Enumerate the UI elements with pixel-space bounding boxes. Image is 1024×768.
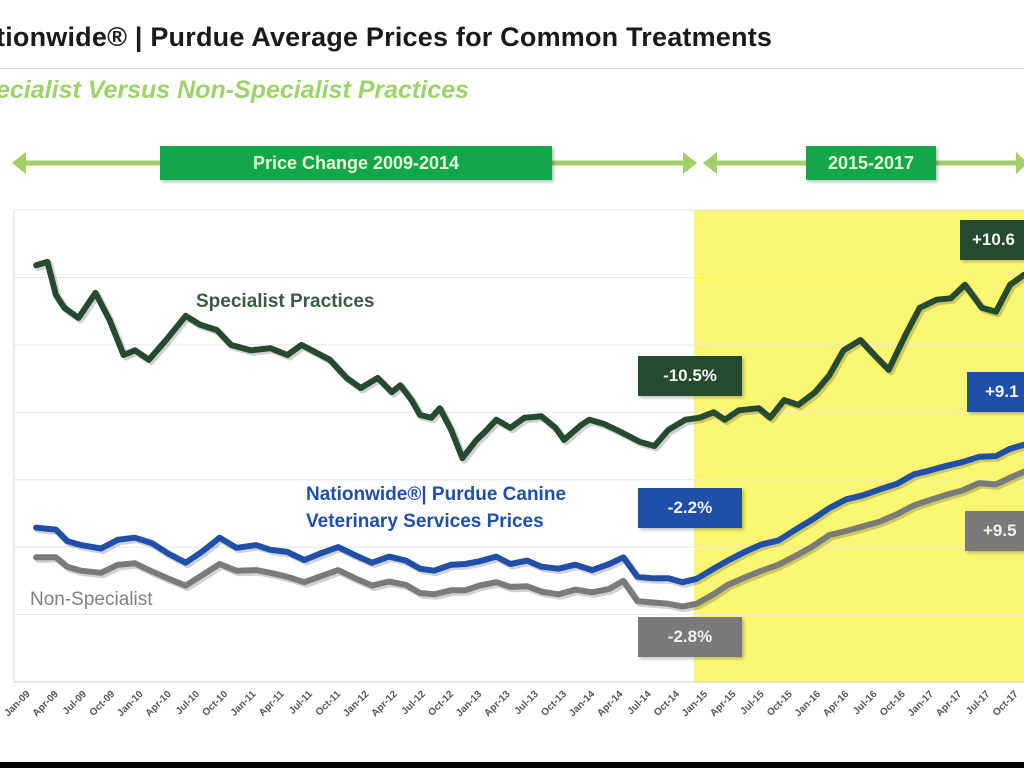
x-tick-label: Jan-11: [229, 689, 259, 719]
x-tick-label: Jul-14: [625, 689, 654, 718]
x-tick-label: Jan-09: [2, 689, 32, 719]
chart-title: tionwide® | Purdue Average Prices for Co…: [0, 22, 773, 52]
x-tick-label: Oct-15: [765, 689, 795, 719]
x-tick-label: Oct-14: [652, 689, 682, 719]
x-tick-label: Oct-12: [426, 689, 456, 719]
annotation-nationwide-2009-2014: -2.2%: [638, 488, 742, 528]
x-tick-label: Oct-09: [88, 689, 118, 719]
series-label-specialist: Specialist Practices: [196, 291, 375, 312]
x-tick-label: Apr-17: [934, 689, 964, 719]
period-label-2015-2017: 2015-2017: [806, 146, 936, 180]
x-tick-label: Apr-13: [482, 689, 512, 719]
chart-subtitle: ecialist Versus Non-Specialist Practices: [0, 76, 469, 104]
series-line-nationwide: [33, 441, 1024, 586]
arrow-right-icon: [683, 152, 697, 174]
bottom-border: [0, 762, 1024, 768]
x-tick-label: Apr-11: [257, 689, 287, 719]
series-label-non-specialist: Non-Specialist: [30, 589, 153, 610]
series-layer: [33, 258, 1024, 612]
x-tick-label: Jul-13: [513, 689, 542, 718]
x-tick-label: Jan-17: [906, 689, 936, 719]
arrow-right-icon: [1016, 152, 1024, 174]
x-tick-label: Oct-17: [991, 689, 1021, 719]
period-label-2009-2014: Price Change 2009-2014: [160, 146, 552, 180]
arrow-left-icon: [12, 152, 26, 174]
x-tick-label: Apr-15: [708, 689, 738, 719]
series-label-nationwide-line2: Veterinary Services Prices: [306, 511, 544, 532]
x-tick-label: Oct-13: [539, 689, 569, 719]
x-tick-label: Jul-15: [738, 689, 767, 718]
series-line-non-specialist: [33, 468, 1024, 610]
highlight-layer: [693, 210, 1024, 682]
annotation-specialist-2009-2014: -10.5%: [638, 356, 742, 396]
annotation-specialist-2015-2017: +10.6: [960, 220, 1024, 260]
x-tick-label: Apr-12: [369, 689, 399, 719]
series-line-specialist: [33, 258, 1024, 462]
annotation-nationwide-2015-2017: +9.1: [967, 372, 1024, 412]
annotation-non-specialist-2009-2014: -2.8%: [638, 617, 742, 657]
x-tick-label: Apr-14: [595, 689, 625, 719]
x-tick-label: Jan-14: [567, 689, 597, 719]
arrow-left-icon: [703, 152, 717, 174]
series-label-nationwide-line1: Nationwide®| Purdue Canine: [306, 484, 567, 505]
x-tick-label: Oct-11: [314, 689, 344, 719]
x-tick-label: Apr-16: [821, 689, 851, 719]
x-tick-label: Jan-15: [680, 689, 710, 719]
x-tick-label: Apr-09: [31, 689, 61, 719]
x-tick-label: Jan-16: [793, 689, 823, 719]
x-tick-label: Jul-16: [851, 689, 880, 718]
x-tick-label: Oct-16: [878, 689, 908, 719]
x-tick-label: Jul-12: [400, 689, 429, 718]
annotation-non-specialist-2015-2017: +9.5: [965, 511, 1024, 551]
x-tick-label: Jul-17: [964, 689, 993, 718]
x-tick-label: Oct-10: [200, 689, 230, 719]
x-tick-label: Jul-09: [61, 689, 90, 718]
x-tick-label: Jan-10: [115, 689, 145, 719]
title-divider: [0, 68, 1024, 69]
x-tick-label: Apr-10: [144, 689, 174, 719]
x-tick-label: Jan-12: [341, 689, 371, 719]
x-tick-label: Jul-10: [174, 689, 203, 718]
x-tick-label: Jan-13: [454, 689, 484, 719]
x-tick-label: Jul-11: [287, 689, 315, 717]
highlight-region-2015-2017: [693, 210, 1024, 682]
